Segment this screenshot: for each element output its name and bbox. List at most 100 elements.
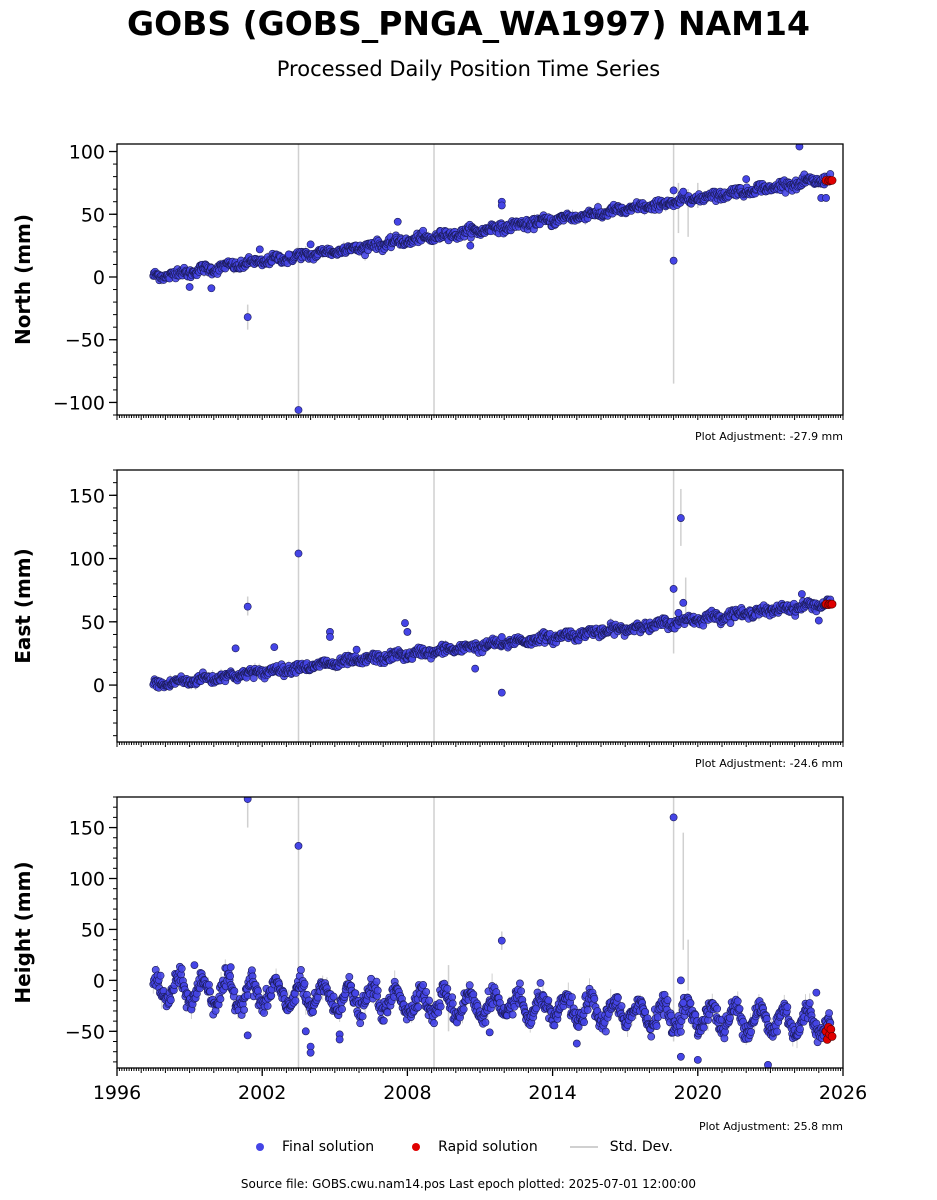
- y-tick-label: 100: [69, 869, 105, 891]
- outlier-point: [306, 1048, 315, 1057]
- outlier-point: [226, 963, 235, 972]
- x-tick-label: 2026: [819, 1082, 867, 1104]
- final-point: [419, 981, 428, 989]
- final-point: [309, 1008, 317, 1016]
- y-tick-label: −100: [53, 392, 105, 414]
- outlier-point: [822, 194, 830, 202]
- outlier-point: [471, 664, 480, 673]
- outlier-point: [676, 976, 685, 985]
- outlier-point: [403, 628, 412, 636]
- final-point: [601, 1027, 610, 1036]
- y-axis-label: Height (mm): [11, 861, 35, 1003]
- rapid-point: [827, 599, 837, 609]
- axes-frame: [116, 796, 844, 1069]
- final-point: [297, 966, 305, 974]
- x-tick-label: 2008: [383, 1082, 431, 1104]
- y-tick-label: 0: [93, 267, 105, 289]
- final-point: [329, 992, 338, 1001]
- final-point: [459, 1005, 468, 1014]
- final-point: [825, 1009, 833, 1018]
- rapid-point: [827, 176, 837, 185]
- final-point: [422, 987, 431, 996]
- outlier-point: [243, 602, 252, 611]
- final-point: [448, 999, 457, 1008]
- legend-final-label: Final solution: [282, 1139, 375, 1155]
- final-point: [356, 1019, 365, 1028]
- final-point: [254, 987, 262, 995]
- final-point: [373, 986, 382, 995]
- outlier-point: [812, 988, 821, 997]
- outlier-point: [393, 217, 402, 226]
- outlier-point: [572, 1039, 581, 1048]
- final-point: [733, 997, 742, 1006]
- legend-std-label: Std. Dev.: [609, 1139, 673, 1155]
- east-panel: 0 50 100 150 East (mm) Plot Adjustment: -24.6…: [11, 469, 844, 770]
- final-point: [726, 619, 735, 627]
- rapid-point: [826, 1024, 836, 1034]
- final-point: [583, 1006, 592, 1014]
- y-tick-label: 100: [69, 549, 105, 571]
- final-point: [720, 1034, 729, 1043]
- final-point: [617, 1002, 626, 1010]
- legend-final: Final solution: [250, 1139, 374, 1155]
- final-point: [338, 1005, 346, 1014]
- y-axis-label: East (mm): [11, 548, 35, 664]
- final-point: [805, 999, 814, 1007]
- final-point: [699, 1023, 708, 1032]
- y-tick-label: −50: [65, 330, 105, 352]
- final-point: [383, 1008, 392, 1017]
- outlier-point: [679, 187, 688, 196]
- outlier-point: [255, 245, 264, 254]
- axes-frame: [116, 143, 844, 416]
- final-point: [663, 996, 672, 1004]
- outlier-point: [190, 961, 199, 970]
- final-point: [226, 972, 235, 981]
- y-tick-label: 50: [81, 204, 105, 226]
- x-tick-label: 2002: [238, 1082, 286, 1104]
- final-point: [414, 1003, 423, 1011]
- outlier-point: [335, 1035, 344, 1044]
- y-tick-label: −50: [65, 1021, 105, 1043]
- final-point: [379, 1016, 388, 1025]
- final-point: [230, 987, 239, 995]
- x-tick-label: 2020: [674, 1082, 722, 1104]
- final-point: [676, 1027, 685, 1036]
- final-point: [205, 980, 213, 989]
- final-point: [568, 993, 576, 1002]
- y-tick-label: 50: [81, 919, 105, 941]
- y-tick-label: 0: [93, 970, 105, 992]
- outlier-point: [270, 643, 279, 652]
- outlier-point: [795, 144, 804, 151]
- outlier-point: [306, 240, 315, 249]
- final-point: [713, 1004, 722, 1013]
- outlier-point: [669, 813, 678, 822]
- legend: Final solution Rapid solution Std. Dev.: [250, 1136, 705, 1158]
- outlier-point: [676, 514, 685, 522]
- final-point: [725, 1013, 734, 1022]
- y-tick-label: 150: [69, 485, 105, 507]
- chart-title: GOBS (GOBS_PNGA_WA1997) NAM14: [127, 4, 810, 43]
- outlier-point: [669, 256, 678, 265]
- final-point: [430, 1019, 438, 1028]
- outlier-point: [185, 283, 194, 291]
- outlier-point: [669, 585, 678, 593]
- outlier-point: [352, 645, 361, 654]
- final-point: [465, 981, 474, 990]
- final-point: [735, 1004, 744, 1013]
- chart-subtitle: Processed Daily Position Time Series: [276, 57, 661, 81]
- x-tick-label: 1996: [93, 1082, 141, 1104]
- outlier-point: [231, 644, 240, 653]
- final-point: [469, 990, 478, 999]
- final-point: [747, 1028, 755, 1036]
- final-point: [300, 979, 309, 988]
- outlier-point: [294, 842, 303, 850]
- plot-area: [149, 144, 837, 415]
- final-point: [508, 1010, 517, 1019]
- legend-rapid-label: Rapid solution: [438, 1139, 538, 1155]
- north-panel: −100 −50 0 50 100 North (mm) Plot Adjustment: …: [11, 142, 844, 443]
- source-footer: Source file: GOBS.cwu.nam14.pos Last epo…: [240, 1177, 697, 1191]
- final-point: [443, 984, 452, 993]
- final-point: [773, 1027, 781, 1036]
- outlier-point: [294, 549, 303, 558]
- legend-std: Std. Dev.: [569, 1139, 673, 1155]
